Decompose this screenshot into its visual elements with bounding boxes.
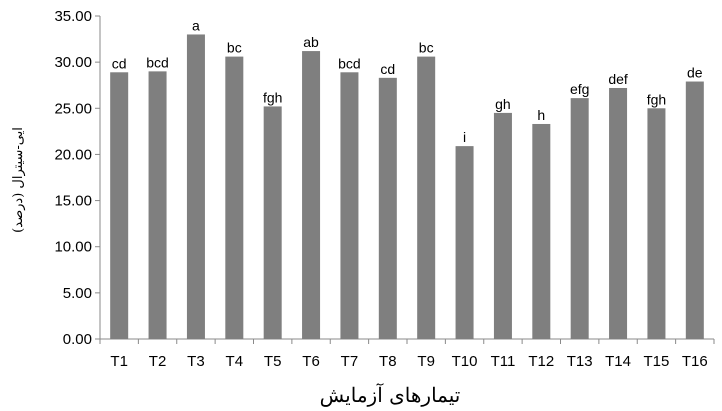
x-tick-label: T7 bbox=[341, 353, 359, 370]
data-labels: cd bcd a bc fgh ab bcd cd bc i gh h efg def fgh de bbox=[112, 17, 703, 145]
significance-letter: cd bbox=[380, 61, 395, 77]
x-tick-label: T2 bbox=[149, 353, 167, 370]
significance-letter: bc bbox=[419, 40, 434, 56]
x-tick-label: T11 bbox=[491, 353, 516, 370]
x-axis-title: تیمارهای آزمایش bbox=[320, 383, 461, 407]
bar-t10 bbox=[455, 146, 474, 339]
significance-letter: gh bbox=[495, 96, 511, 112]
x-tick-label: T4 bbox=[226, 353, 244, 370]
significance-letter: h bbox=[537, 107, 545, 123]
significance-letter: fgh bbox=[263, 89, 282, 105]
bar-t3 bbox=[186, 34, 205, 339]
y-tick-label: 25.00 bbox=[54, 100, 92, 117]
x-tick-label: T3 bbox=[187, 353, 205, 370]
x-axis: T1 T2 T3 T4 T5 T6 T7 T8 T9 T10 T11 T12 T13 T14 T15 T16 bbox=[99, 338, 715, 370]
y-axis: 0.00 5.00 10.00 15.00 20.00 25.00 30.00 35.00 bbox=[54, 8, 101, 348]
y-tick-label: 35.00 bbox=[54, 8, 92, 25]
significance-letter: ab bbox=[303, 34, 319, 50]
x-tick-label: T10 bbox=[452, 353, 478, 370]
x-tick-label: T13 bbox=[567, 353, 593, 370]
significance-letter: i bbox=[463, 129, 466, 145]
bar-t15 bbox=[647, 108, 666, 340]
bar-t13 bbox=[570, 98, 589, 340]
significance-letter: de bbox=[687, 65, 703, 81]
bar-t6 bbox=[302, 51, 321, 339]
bar-t8 bbox=[378, 77, 397, 340]
x-tick-label: T15 bbox=[644, 353, 670, 370]
x-tick-label: T1 bbox=[110, 353, 128, 370]
significance-letter: def bbox=[608, 71, 628, 87]
bars bbox=[110, 34, 704, 340]
bar-t12 bbox=[532, 123, 551, 339]
bar-t14 bbox=[609, 87, 628, 340]
y-tick-label: 20.00 bbox=[54, 146, 92, 163]
bar-t7 bbox=[340, 72, 359, 340]
bar-t9 bbox=[417, 56, 436, 339]
x-tick-label: T14 bbox=[605, 353, 631, 370]
x-tick-label: T5 bbox=[264, 353, 282, 370]
significance-letter: fgh bbox=[647, 91, 666, 107]
significance-letter: cd bbox=[112, 55, 127, 71]
y-tick-label: 5.00 bbox=[63, 285, 92, 302]
bar-t5 bbox=[263, 106, 282, 339]
significance-letter: bcd bbox=[146, 54, 169, 70]
bar-t1 bbox=[110, 72, 129, 340]
y-tick-label: 30.00 bbox=[54, 54, 92, 71]
y-tick-label: 15.00 bbox=[54, 193, 92, 210]
significance-letter: bc bbox=[227, 40, 242, 56]
significance-letter: a bbox=[192, 17, 200, 33]
x-tick-label: T16 bbox=[682, 353, 708, 370]
significance-letter: bcd bbox=[338, 55, 361, 71]
x-tick-label: T8 bbox=[379, 353, 397, 370]
bar-t11 bbox=[493, 112, 512, 340]
x-tick-label: T6 bbox=[302, 353, 320, 370]
bar-t16 bbox=[685, 81, 704, 339]
y-tick-label: 0.00 bbox=[63, 331, 92, 348]
bar-t2 bbox=[148, 71, 167, 339]
bar-t4 bbox=[225, 56, 244, 339]
x-tick-label: T9 bbox=[417, 353, 435, 370]
y-axis-title: ایی-سیترال (درصد) bbox=[11, 127, 26, 233]
y-tick-label: 10.00 bbox=[54, 239, 92, 256]
x-tick-label: T12 bbox=[528, 353, 554, 370]
significance-letter: efg bbox=[570, 81, 589, 97]
